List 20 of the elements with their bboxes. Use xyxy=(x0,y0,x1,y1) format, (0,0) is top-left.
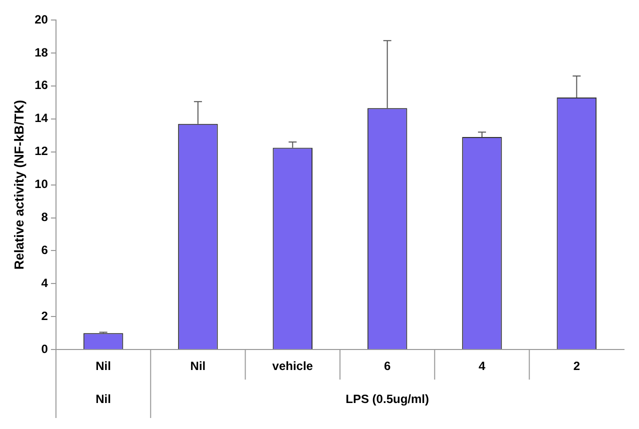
y-tick-label: 14 xyxy=(34,111,48,126)
y-tick-label: 2 xyxy=(41,308,48,323)
y-tick-label: 8 xyxy=(41,210,48,224)
x-tick-label: Nil xyxy=(190,359,206,374)
y-tick-label: 4 xyxy=(41,276,48,290)
x-tick-label: 6 xyxy=(384,359,391,374)
x-tick-label: 2 xyxy=(573,359,580,374)
y-tick-label: 18 xyxy=(34,45,48,60)
y-tick-label: 10 xyxy=(34,177,48,192)
text: LPS (0.5ug/ml) xyxy=(346,392,429,406)
x-tick-label: vehicle xyxy=(272,359,314,374)
y-axis-title: Relative activity (NF-kB/TK) xyxy=(11,100,26,270)
x-tick-label: Nil xyxy=(96,359,111,374)
y-tick-label: 12 xyxy=(34,144,48,158)
y-tick-label: 6 xyxy=(41,243,48,258)
y-tick-label: 16 xyxy=(34,78,48,92)
y-tick-label: 0 xyxy=(41,342,48,356)
y-tick-label: 20 xyxy=(34,12,48,26)
text: Nil xyxy=(96,392,111,406)
x-tick-label: 4 xyxy=(478,359,486,374)
